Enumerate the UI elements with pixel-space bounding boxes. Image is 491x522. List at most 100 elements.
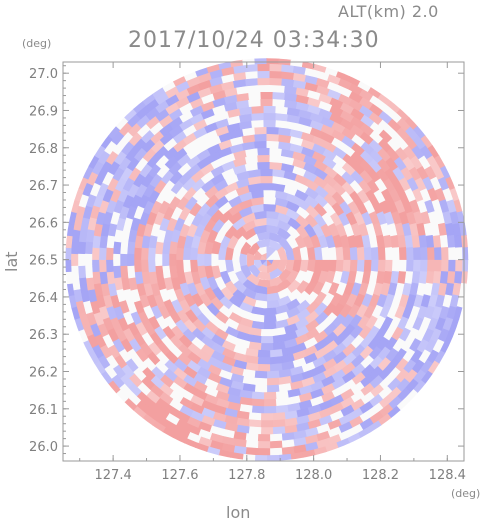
- field-cell: [195, 450, 209, 460]
- field-cell: [261, 414, 273, 421]
- field-cell: [248, 99, 261, 107]
- field-cell: [64, 247, 71, 259]
- field-cell: [261, 343, 274, 350]
- field-cell: [155, 254, 162, 266]
- field-cell: [248, 413, 261, 421]
- field-cell: [325, 450, 339, 460]
- field-cell: [427, 260, 434, 272]
- field-cell: [290, 51, 303, 60]
- field-cell: [273, 427, 285, 435]
- field-cell: [141, 260, 149, 272]
- field-cell: [190, 247, 198, 260]
- field-cell: [249, 420, 262, 428]
- field-cell: [385, 260, 393, 272]
- field-cell: [441, 260, 448, 272]
- field-cell: [261, 99, 273, 106]
- field-cell: [270, 78, 282, 86]
- field-cell: [406, 247, 413, 259]
- field-cell: [261, 421, 273, 428]
- field-cell: [106, 247, 114, 259]
- field-cell: [254, 371, 266, 379]
- field-cell: [469, 271, 477, 284]
- field-cell: [267, 127, 279, 135]
- field-cell: [456, 248, 463, 260]
- field-cell: [106, 260, 114, 272]
- field-cell: [406, 260, 413, 272]
- field-cell: [246, 448, 259, 456]
- field-cell: [230, 452, 243, 461]
- field-cell: [71, 266, 79, 278]
- field-cell: [249, 427, 262, 435]
- y-tick-label: 26.2: [29, 366, 58, 381]
- field-cell: [127, 241, 135, 254]
- y-tick-label: 26.0: [29, 440, 58, 455]
- field-cell: [252, 406, 264, 414]
- field-cell: [267, 371, 280, 379]
- field-cell: [261, 329, 274, 336]
- field-cell: [258, 441, 270, 448]
- field-cell: [264, 190, 277, 198]
- field-cell: [204, 253, 211, 266]
- field-cell: [207, 55, 220, 65]
- field-cell: [65, 223, 74, 236]
- field-cell: [249, 92, 262, 100]
- field-cell: [267, 378, 279, 386]
- field-cell: [252, 399, 264, 407]
- field-cell: [467, 223, 476, 236]
- y-tick-label: 26.3: [29, 328, 58, 343]
- field-cell: [270, 441, 282, 449]
- field-cell: [357, 247, 365, 260]
- field-cell: [246, 441, 259, 449]
- field-cell: [273, 420, 286, 428]
- field-cell: [378, 260, 386, 273]
- y-tick-label: 26.5: [29, 254, 58, 269]
- field-cell: [190, 260, 198, 273]
- field-cell: [261, 336, 274, 343]
- field-cell: [195, 59, 209, 69]
- field-cell: [420, 260, 427, 272]
- field-cell: [364, 260, 372, 273]
- field-cell: [127, 266, 135, 279]
- field-cell: [273, 92, 286, 100]
- field-cell: [252, 113, 264, 121]
- field-cell: [85, 254, 92, 266]
- field-cell: [113, 266, 121, 279]
- field-cell: [127, 253, 134, 265]
- field-cell: [120, 266, 128, 279]
- field-cell: [264, 308, 277, 316]
- field-cell: [385, 247, 393, 259]
- field-cell: [78, 266, 86, 279]
- field-cell: [264, 204, 277, 212]
- field-cell: [162, 253, 169, 266]
- field-cell: [469, 235, 477, 248]
- field-cell: [458, 318, 468, 332]
- field-cell: [267, 462, 279, 469]
- field-cell: [467, 283, 476, 296]
- field-cell: [350, 260, 358, 272]
- field-cell: [261, 85, 273, 92]
- field-cell: [255, 50, 267, 57]
- field-cell: [264, 406, 276, 413]
- field-cell: [245, 78, 258, 86]
- y-tick-label: 26.4: [29, 291, 58, 306]
- field-cell: [255, 127, 267, 135]
- field-cell: [264, 197, 277, 205]
- x-tick-label: 128.2: [362, 468, 399, 483]
- field-cell: [270, 364, 283, 372]
- field-cell: [470, 260, 477, 272]
- field-cell: [434, 260, 441, 272]
- field-cell: [99, 247, 107, 259]
- field-cell: [141, 247, 149, 259]
- field-cell: [71, 254, 78, 266]
- field-cell: [211, 253, 218, 266]
- field-cell: [267, 385, 279, 393]
- field-cell: [258, 434, 270, 441]
- field-cell: [270, 148, 283, 156]
- field-cell: [441, 247, 448, 259]
- x-tick-label: 127.8: [228, 468, 265, 483]
- field-cell: [264, 106, 276, 113]
- field-cell: [261, 92, 273, 99]
- field-cell: [71, 241, 79, 253]
- field-cell: [302, 53, 315, 62]
- field-cell: [78, 254, 85, 266]
